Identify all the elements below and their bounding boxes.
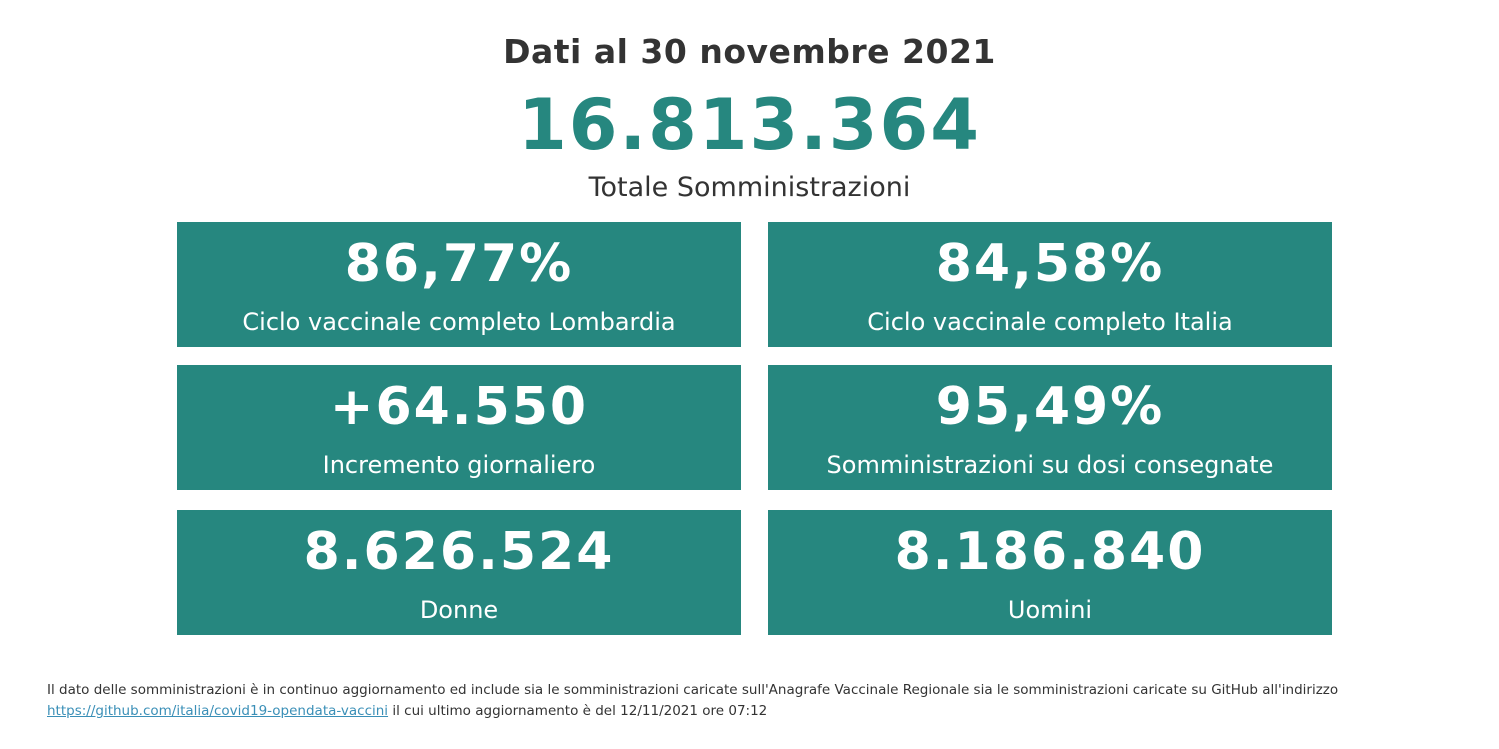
card-label: Ciclo vaccinale completo Italia [867,308,1233,336]
footer-text: Il dato delle somministrazioni è in cont… [47,682,1339,698]
card-label: Somministrazioni su dosi consegnate [826,451,1274,479]
card-value: 86,77% [344,234,574,294]
footer-note: Il dato delle somministrazioni è in cont… [47,680,1487,722]
footer-update-text: il cui ultimo aggiornamento è del 12/11/… [392,703,768,719]
card-value: 8.626.524 [303,522,615,582]
card-full-cycle-lombardia: 86,77% Ciclo vaccinale completo Lombardi… [177,222,741,347]
card-full-cycle-italia: 84,58% Ciclo vaccinale completo Italia [768,222,1332,347]
card-label: Ciclo vaccinale completo Lombardia [242,308,676,336]
card-label: Uomini [1007,596,1093,624]
card-value: +64.550 [329,377,589,437]
card-women: 8.626.524 Donne [177,510,741,635]
total-administrations-value: 16.813.364 [518,84,981,166]
card-value: 8.186.840 [894,522,1206,582]
card-administrations-vs-delivered: 95,49% Somministrazioni su dosi consegna… [768,365,1332,490]
card-men: 8.186.840 Uomini [768,510,1332,635]
total-administrations-label: Totale Somministrazioni [588,172,911,203]
card-value: 84,58% [935,234,1165,294]
card-value: 95,49% [935,377,1165,437]
card-label: Incremento giornaliero [322,451,596,479]
card-daily-increase: +64.550 Incremento giornaliero [177,365,741,490]
card-label: Donne [419,596,499,624]
date-title: Dati al 30 novembre 2021 [503,32,996,71]
github-link[interactable]: https://github.com/italia/covid19-openda… [47,703,389,719]
